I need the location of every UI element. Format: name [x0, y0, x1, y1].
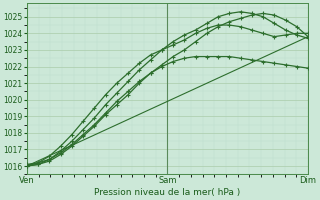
X-axis label: Pression niveau de la mer( hPa ): Pression niveau de la mer( hPa )	[94, 188, 241, 197]
